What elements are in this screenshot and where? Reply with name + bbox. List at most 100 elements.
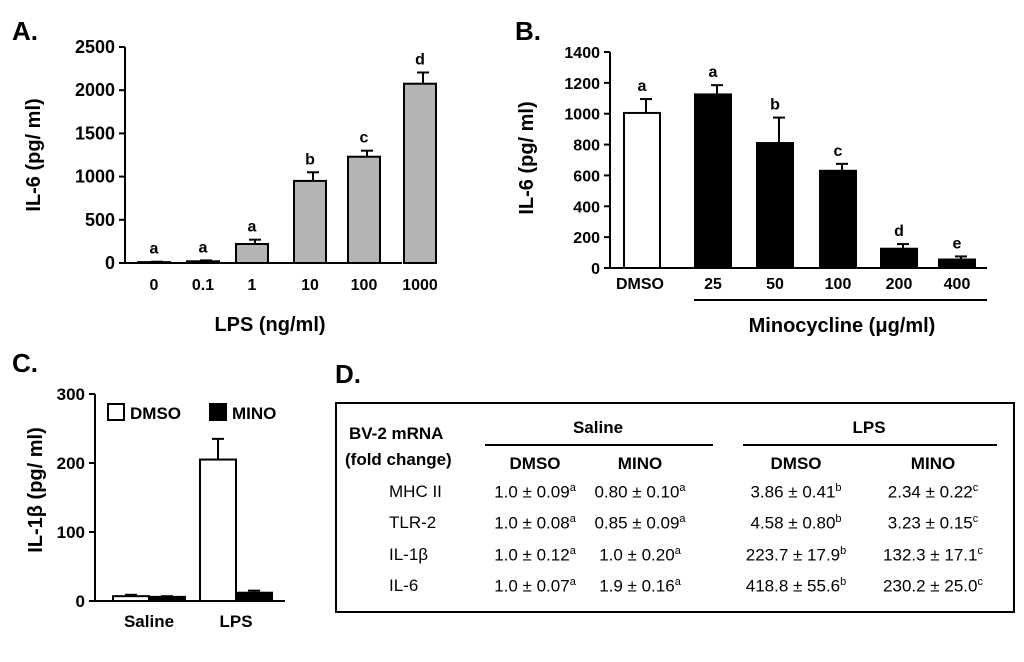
table-cell-value: 1.9 ± 0.16 — [599, 576, 675, 596]
table-cell: 2.34 ± 0.22c — [888, 482, 978, 503]
bar — [235, 242, 269, 265]
table-cell: 223.7 ± 17.9b — [746, 545, 847, 566]
y-tick-label: 200 — [57, 454, 85, 473]
table-cell-value: 4.58 ± 0.80 — [750, 513, 836, 533]
panel-letter: B. — [515, 16, 541, 46]
table-row-header-1: BV-2 mRNA — [349, 424, 444, 443]
bar — [756, 142, 794, 269]
table-cell-superscript: c — [977, 545, 983, 557]
y-axis-label: IL-6 (pg/ ml) — [516, 101, 538, 214]
bar — [137, 261, 171, 264]
bar — [235, 591, 273, 602]
y-tick-label: 0 — [76, 592, 85, 611]
table-cell-superscript: a — [569, 576, 576, 588]
y-tick-label: 0 — [105, 253, 115, 273]
y-tick-label: 100 — [57, 523, 85, 542]
bar — [148, 595, 186, 602]
table-cell-value: 1.0 ± 0.08 — [494, 513, 570, 533]
table-cell-value: 0.85 ± 0.09 — [594, 513, 680, 533]
x-tick-label: LPS — [219, 612, 252, 631]
significance-letter: b — [770, 97, 780, 114]
bar — [819, 169, 857, 269]
y-tick-label: 300 — [57, 385, 85, 404]
table-cell-superscript: a — [674, 545, 681, 557]
table-row-label: TLR-2 — [389, 513, 437, 532]
x-tick-label: 50 — [766, 276, 784, 293]
table-cell: 132.3 ± 17.1c — [883, 545, 983, 566]
y-tick-label: 2000 — [75, 80, 115, 100]
bar — [403, 82, 437, 264]
legend-swatch — [107, 403, 125, 421]
y-tick-label: 500 — [85, 210, 115, 230]
significance-letter: d — [415, 51, 425, 68]
legend-label: DMSO — [130, 404, 181, 423]
x-tick-label: 1000 — [402, 277, 438, 294]
y-tick-label: 400 — [573, 199, 600, 216]
significance-letter: e — [953, 235, 962, 252]
table-cell-value: 3.23 ± 0.15 — [887, 513, 973, 533]
table-subheader: DMSO — [770, 454, 822, 473]
bar — [186, 260, 220, 265]
table-cell-value: 0.80 ± 0.10 — [594, 482, 680, 502]
legend-label: MINO — [232, 404, 276, 423]
bar — [880, 247, 918, 269]
table-body: MHC II 1.0 ± 0.09a 0.80 ± 0.10a 3.86 ± 0.41… — [337, 404, 1013, 611]
table-cell-superscript: b — [840, 545, 847, 557]
table-cell: 1.0 ± 0.09a — [494, 482, 576, 503]
significance-letter: a — [709, 64, 718, 81]
x-tick-label: 200 — [886, 276, 913, 293]
bar — [938, 258, 976, 269]
table-row-label: IL-1β — [389, 545, 429, 564]
table-cell-value: 2.34 ± 0.22 — [887, 482, 973, 502]
y-axis-label: IL-1β (pg/ ml) — [25, 427, 47, 553]
table-cell: 1.0 ± 0.07a — [494, 576, 576, 597]
table-cell: 1.0 ± 0.20a — [599, 545, 681, 566]
table-cell-superscript: b — [840, 576, 847, 588]
y-tick-label: 0 — [591, 261, 600, 278]
table-subheader: MINO — [617, 454, 663, 473]
table-cell-superscript: c — [972, 482, 979, 494]
significance-letter: a — [248, 219, 257, 236]
y-tick-label: 800 — [573, 138, 600, 155]
y-tick-label: 1000 — [564, 107, 600, 124]
table-cell-value: 223.7 ± 17.9 — [745, 545, 841, 565]
bar — [347, 155, 381, 264]
table-cell-superscript: a — [679, 482, 686, 494]
bar — [694, 93, 732, 269]
significance-letter: a — [199, 239, 208, 256]
y-tick-label: 1400 — [564, 45, 600, 62]
table-cell: 418.8 ± 55.6b — [746, 576, 847, 597]
x-tick-label: 0.1 — [192, 277, 214, 294]
table-cell: 1.0 ± 0.08a — [494, 513, 576, 534]
y-axis-label: IL-6 (pg/ ml) — [23, 98, 45, 211]
x-tick-label: 10 — [301, 277, 319, 294]
table-cell: 1.0 ± 0.12a — [494, 545, 576, 566]
table-cell-superscript: c — [972, 513, 979, 525]
significance-letter: d — [894, 223, 904, 240]
x-tick-label: 25 — [704, 276, 722, 293]
table-cell-superscript: a — [569, 513, 576, 525]
table-cell: 1.9 ± 0.16a — [599, 576, 681, 597]
significance-letter: c — [360, 130, 369, 147]
table-cell-value: 1.0 ± 0.09 — [494, 482, 570, 502]
table-group-saline: Saline — [572, 418, 624, 437]
significance-letter: a — [150, 241, 159, 258]
x-tick-label: 100 — [351, 277, 378, 294]
bar — [293, 179, 327, 264]
panel-d-table: BV-2 mRNA (fold change) Saline LPS DMSO … — [335, 402, 1015, 613]
table-cell: 3.86 ± 0.41b — [750, 482, 841, 503]
table-cell-superscript: c — [977, 576, 983, 588]
y-tick-label: 1200 — [564, 76, 600, 93]
table-cell-superscript: b — [835, 513, 842, 525]
significance-letter: c — [834, 143, 843, 160]
table-cell: 230.2 ± 25.0c — [883, 576, 983, 597]
bar — [112, 595, 150, 602]
panel-letter: D. — [335, 359, 361, 389]
table-cell-superscript: a — [569, 482, 576, 494]
x-tick-label: DMSO — [616, 276, 664, 293]
table-subheader: MINO — [910, 454, 956, 473]
x-axis-label: Minocycline (μg/ml) — [749, 315, 936, 337]
table-cell-value: 3.86 ± 0.41 — [750, 482, 836, 502]
y-tick-label: 200 — [573, 230, 600, 247]
